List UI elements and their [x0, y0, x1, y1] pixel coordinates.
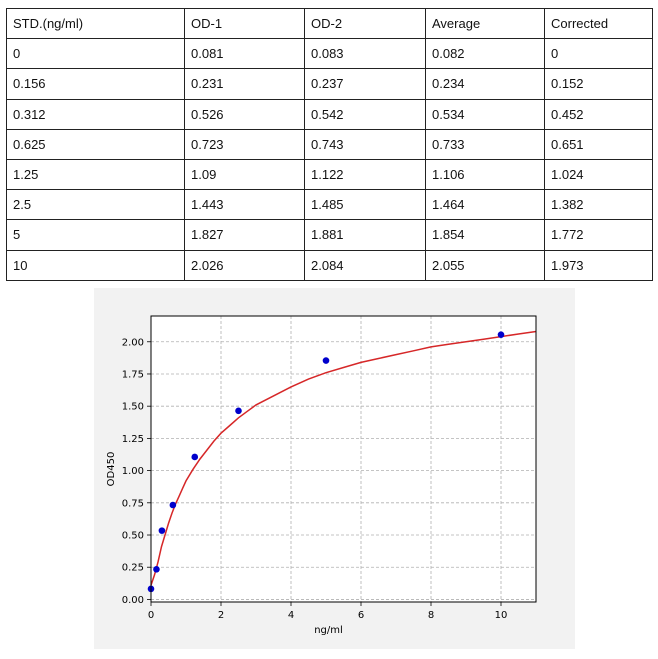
- table-cell: 1.122: [304, 158, 426, 191]
- table-cell: 0.733: [425, 128, 545, 160]
- table-cell: 2.026: [184, 249, 305, 281]
- table-cell: 0.452: [544, 98, 653, 130]
- table-cell: 0.081: [184, 38, 305, 70]
- data-point: [322, 357, 330, 364]
- table-cell: 0.082: [425, 38, 545, 70]
- data-point: [191, 453, 199, 461]
- table-cell: 1.827: [184, 219, 305, 251]
- table-cell: 0.083: [304, 38, 426, 70]
- table-cell: 1.024: [544, 158, 653, 191]
- table-cell: 1.464: [425, 189, 545, 221]
- table-cell: 2.055: [425, 249, 545, 281]
- x-axis-label: ng/ml: [314, 625, 343, 636]
- y-tick-label: 1.25: [122, 434, 144, 445]
- plot-area: [151, 316, 536, 602]
- table-cell: 0.156: [6, 68, 185, 100]
- y-tick-label: 2.00: [122, 337, 144, 348]
- data-point: [235, 407, 242, 415]
- table-row: 0.156 0.231 0.237 0.234 0.152: [6, 68, 653, 100]
- table-cell: 1.973: [544, 249, 653, 281]
- table-cell: 1.854: [425, 219, 545, 251]
- data-point: [169, 501, 177, 509]
- y-axis-label: OD450: [106, 452, 117, 487]
- table-cell: 0: [544, 38, 653, 70]
- data-point: [153, 565, 160, 573]
- table-cell: 2.084: [304, 249, 426, 281]
- x-tick-label: 8: [428, 610, 434, 621]
- y-tick-label: 0.75: [122, 498, 144, 509]
- x-tick-label: 4: [288, 610, 294, 621]
- table-row: 0.625 0.723 0.743 0.733 0.651: [6, 128, 653, 160]
- table-row: 0 0.081 0.083 0.082 0: [6, 38, 653, 70]
- table-header-cell: OD-1: [184, 7, 305, 40]
- standard-curve-chart: 0 2 4 6 8 10 0.00 0.25 0.50 0.75 1.00 1.25 1.50 1.75 2…: [106, 315, 537, 636]
- table-cell: 0.526: [184, 98, 305, 130]
- table-cell: 1.382: [544, 189, 653, 221]
- y-tick-label: 0.50: [122, 531, 144, 542]
- table-cell: 0.234: [425, 68, 545, 100]
- table-cell: 5: [6, 219, 185, 251]
- x-tick-label: 10: [495, 610, 508, 621]
- fit-curve: [150, 330, 537, 586]
- table-header-row: STD.(ng/ml) OD-1 OD-2 Average Corrected: [6, 7, 653, 40]
- table-cell: 1.881: [304, 219, 426, 251]
- table-cell: 1.106: [425, 158, 545, 191]
- x-tick-label: 2: [218, 610, 224, 621]
- table-row: 1.25 1.09 1.122 1.106 1.024: [6, 158, 653, 191]
- table-cell: 1.443: [184, 189, 305, 221]
- table-row: 2.5 1.443 1.485 1.464 1.382: [6, 189, 653, 221]
- table-cell: 0.231: [184, 68, 305, 100]
- y-tick-label: 0.00: [122, 595, 144, 606]
- table-cell: 0.312: [6, 98, 185, 130]
- y-tick-label: 1.75: [122, 369, 144, 380]
- table-row: 10 2.026 2.084 2.055 1.973: [6, 249, 653, 281]
- table-cell: 0.651: [544, 128, 653, 160]
- table-cell: 0.534: [425, 98, 545, 130]
- table-cell: 0.743: [304, 128, 426, 160]
- plot-frame: [150, 315, 537, 603]
- table-header-cell: Corrected: [544, 7, 653, 40]
- y-tick-label: 1.00: [122, 466, 144, 477]
- table-header-cell: STD.(ng/ml): [6, 7, 185, 40]
- x-tick-label: 6: [358, 610, 364, 621]
- table-cell: 0.625: [6, 128, 185, 160]
- data-point: [158, 527, 166, 534]
- y-tick-label: 0.25: [122, 563, 144, 574]
- table-cell: 0.542: [304, 98, 426, 130]
- table-cell: 0.237: [304, 68, 426, 100]
- table-cell: 1.485: [304, 189, 426, 221]
- table-row: 5 1.827 1.881 1.854 1.772: [6, 219, 653, 251]
- table-cell: 10: [6, 249, 185, 281]
- data-point: [497, 331, 505, 338]
- table-cell: 1.09: [184, 158, 305, 191]
- table-cell: 0: [6, 38, 185, 70]
- y-tick-label: 1.50: [122, 402, 144, 413]
- table-header-cell: OD-2: [304, 7, 426, 40]
- table-cell: 1.25: [6, 158, 185, 191]
- table-cell: 0.152: [544, 68, 653, 100]
- table-cell: 2.5: [6, 189, 185, 221]
- table-row: 0.312 0.526 0.542 0.534 0.452: [6, 98, 653, 130]
- x-tick-label: 0: [148, 610, 154, 621]
- table-header-cell: Average: [425, 7, 545, 40]
- standard-curve-table: STD.(ng/ml) OD-1 OD-2 Average Corrected 0 0.08…: [6, 7, 653, 281]
- table-cell: 0.723: [184, 128, 305, 160]
- chart-panel: 0 2 4 6 8 10 0.00 0.25 0.50 0.75 1.00 1.25 1.50 1.75 2…: [94, 288, 575, 649]
- table-cell: 1.772: [544, 219, 653, 251]
